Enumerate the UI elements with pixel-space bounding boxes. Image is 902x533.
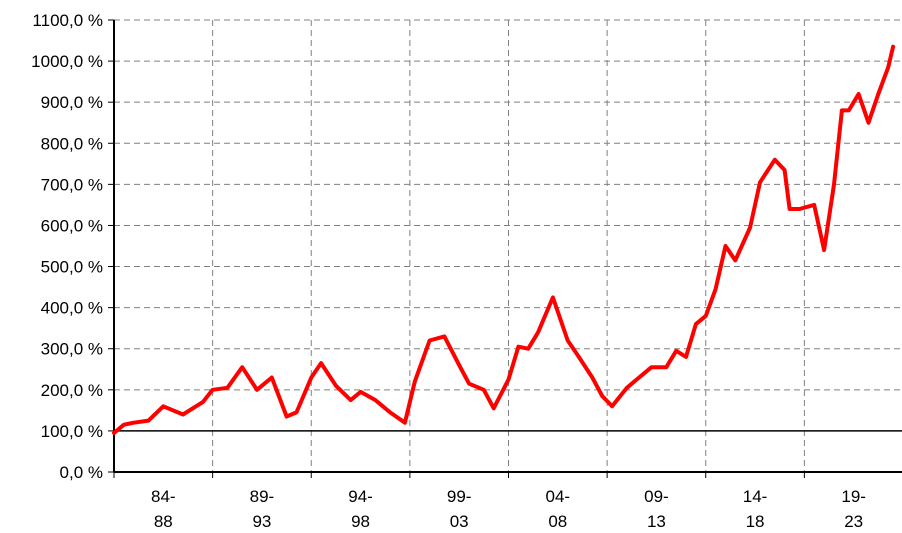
y-tick-label: 1100,0 %	[32, 11, 103, 30]
series-layer	[112, 44, 896, 435]
x-tick-label-top: 09-	[644, 487, 669, 506]
y-axis-tick-labels: 0,0 % 100,0 % 200,0 % 300,0 % 400,0 % 500,0 %…	[31, 11, 103, 482]
x-tick-label-top: 19-	[841, 487, 866, 506]
y-tick-label: 0,0 %	[60, 463, 103, 482]
y-tick-label: 200,0 %	[41, 381, 103, 400]
x-axis-tick-labels: 84- 88 89- 93 94- 98 99- 03 04- 08 09- 13 14- 18 19- 23	[151, 487, 866, 531]
x-tick-label-bottom: 98	[351, 512, 370, 531]
y-tick-label: 300,0 %	[41, 340, 103, 359]
x-tick-label-bottom: 08	[548, 512, 567, 531]
x-tick-label-bottom: 03	[450, 512, 469, 531]
x-tick-label-bottom: 88	[154, 512, 173, 531]
y-tick-label: 800,0 %	[41, 134, 103, 153]
axes	[108, 19, 902, 478]
x-tick-label-top: 99-	[447, 487, 472, 506]
y-tick-label: 900,0 %	[41, 93, 103, 112]
x-tick-label-top: 04-	[546, 487, 571, 506]
x-tick-label-bottom: 13	[647, 512, 666, 531]
y-tick-label: 100,0 %	[41, 422, 103, 441]
y-tick-label: 500,0 %	[41, 258, 103, 277]
series-line	[112, 44, 896, 435]
x-tick-label-top: 14-	[743, 487, 768, 506]
x-tick-label-bottom: 18	[746, 512, 765, 531]
grid	[114, 19, 902, 472]
y-tick-label: 400,0 %	[41, 299, 103, 318]
x-tick-label-top: 89-	[250, 487, 275, 506]
x-tick-label-top: 94-	[348, 487, 373, 506]
x-tick-label-top: 84-	[151, 487, 176, 506]
y-tick-label: 600,0 %	[41, 216, 103, 235]
y-tick-label: 700,0 %	[41, 175, 103, 194]
x-tick-label-bottom: 93	[252, 512, 271, 531]
y-tick-label: 1000,0 %	[31, 52, 103, 71]
x-tick-label-bottom: 23	[844, 512, 863, 531]
